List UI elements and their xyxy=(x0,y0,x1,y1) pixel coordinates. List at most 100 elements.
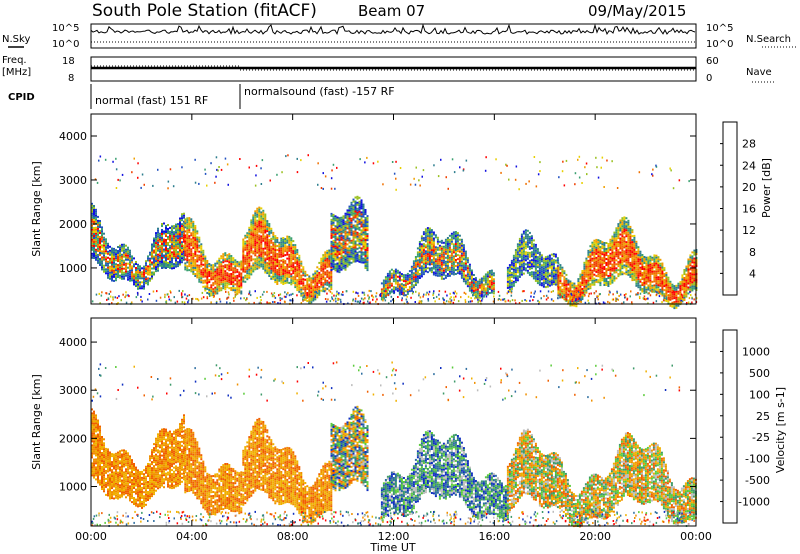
scatter-cell xyxy=(157,261,159,264)
scatter-cell xyxy=(101,236,103,239)
scatter-cell xyxy=(179,253,181,256)
scatter-cell xyxy=(119,276,121,279)
scatter-cell xyxy=(264,227,267,230)
scatter-cell xyxy=(631,257,634,260)
scatter-cell xyxy=(661,286,664,289)
scatter-cell xyxy=(484,279,487,282)
scatter-cell xyxy=(284,244,287,247)
scatter-cell xyxy=(194,261,197,263)
scatter-cell xyxy=(177,227,179,230)
scatter-cell xyxy=(282,243,285,245)
scatter-cell xyxy=(262,247,265,250)
scatter-cell xyxy=(111,253,113,256)
scatter-cell xyxy=(141,285,143,288)
scatter-cell xyxy=(318,285,321,288)
scatter-cell xyxy=(478,278,481,281)
scatter-cell xyxy=(426,243,429,246)
scatter-cell xyxy=(328,251,331,254)
scatter-cell xyxy=(314,272,317,275)
scatter-cell xyxy=(424,240,427,243)
scatter-cell xyxy=(661,268,664,271)
scatter-cell xyxy=(290,261,293,264)
scatter-cell xyxy=(93,231,95,233)
scatter-cell xyxy=(268,249,271,251)
scatter-cell xyxy=(396,279,399,282)
scatter-cell xyxy=(169,244,171,247)
scatter-cell xyxy=(228,255,231,258)
scatter-cell xyxy=(524,235,527,238)
scatter-cell xyxy=(184,248,187,251)
scatter-cell xyxy=(210,292,213,295)
nave-label: Nave xyxy=(746,67,772,78)
scatter-cell xyxy=(194,237,197,239)
scatter-cell xyxy=(282,275,285,277)
scatter-cell xyxy=(288,237,291,240)
scatter-cell xyxy=(641,276,644,278)
scatter-cell xyxy=(532,277,535,280)
scatter-cell xyxy=(177,251,179,254)
scatter-cell xyxy=(336,254,339,257)
scatter-cell xyxy=(121,263,123,266)
scatter-cell xyxy=(621,221,624,224)
scatter-cell xyxy=(198,264,201,267)
scatter-cell xyxy=(424,264,427,267)
scatter-cell xyxy=(232,261,235,264)
scatter-cell xyxy=(244,254,247,257)
scatter-cell xyxy=(208,269,211,271)
scatter-cell xyxy=(589,279,592,282)
scatter-cell xyxy=(448,270,451,273)
scatter-cell xyxy=(354,250,357,253)
scatter-cell xyxy=(478,292,481,295)
scatter-cell xyxy=(155,236,157,239)
scatter-cell xyxy=(546,255,549,258)
scatter-cell xyxy=(111,267,113,270)
scatter-cell xyxy=(520,241,523,244)
scatter-cell xyxy=(240,268,243,271)
scatter-cell xyxy=(442,245,445,248)
scatter-cell xyxy=(270,239,273,242)
scatter-cell xyxy=(470,271,473,274)
scatter-cell xyxy=(270,265,273,268)
scatter-cell xyxy=(428,241,431,244)
scatter-cell xyxy=(516,279,519,282)
scatter-cell xyxy=(540,258,543,261)
scatter-cell xyxy=(262,213,265,216)
scatter-cell xyxy=(400,287,403,290)
scatter-cell xyxy=(340,262,343,265)
scatter-cell xyxy=(420,243,423,246)
scatter-cell xyxy=(637,278,640,281)
scatter-cell xyxy=(426,267,429,270)
scatter-cell xyxy=(627,243,630,246)
scatter-cell xyxy=(520,233,523,236)
scatter-cell xyxy=(137,273,139,276)
scatter-cell xyxy=(619,257,622,260)
scatter-cell xyxy=(607,283,610,285)
scatter-cell xyxy=(95,252,97,255)
scatter-cell xyxy=(384,288,387,291)
scatter-cell xyxy=(673,291,676,294)
scatter-cell xyxy=(554,253,557,256)
scatter-cell xyxy=(524,263,527,266)
scatter-cell xyxy=(621,235,624,238)
scatter-cell xyxy=(653,276,656,279)
scatter-cell xyxy=(635,276,638,279)
scatter-cell xyxy=(320,263,323,266)
scatter-cell xyxy=(416,255,419,258)
scatter-cell xyxy=(308,287,311,290)
scatter-cell xyxy=(609,270,612,273)
scatter-cell xyxy=(538,253,541,256)
scatter-cell xyxy=(248,266,251,269)
scatter-cell xyxy=(163,230,165,233)
scatter-cell xyxy=(659,258,662,261)
scatter-cell xyxy=(625,223,628,226)
scatter-cell xyxy=(288,261,291,264)
scatter-cell xyxy=(300,290,303,293)
scatter-cell xyxy=(224,254,227,257)
scatter-cell xyxy=(264,235,267,238)
scatter-cell xyxy=(587,253,590,256)
scatter-cell xyxy=(480,277,483,280)
scatter-cell xyxy=(621,241,624,244)
scatter-cell xyxy=(520,239,523,242)
scatter-cell xyxy=(350,201,353,204)
scatter-cell xyxy=(312,275,315,278)
